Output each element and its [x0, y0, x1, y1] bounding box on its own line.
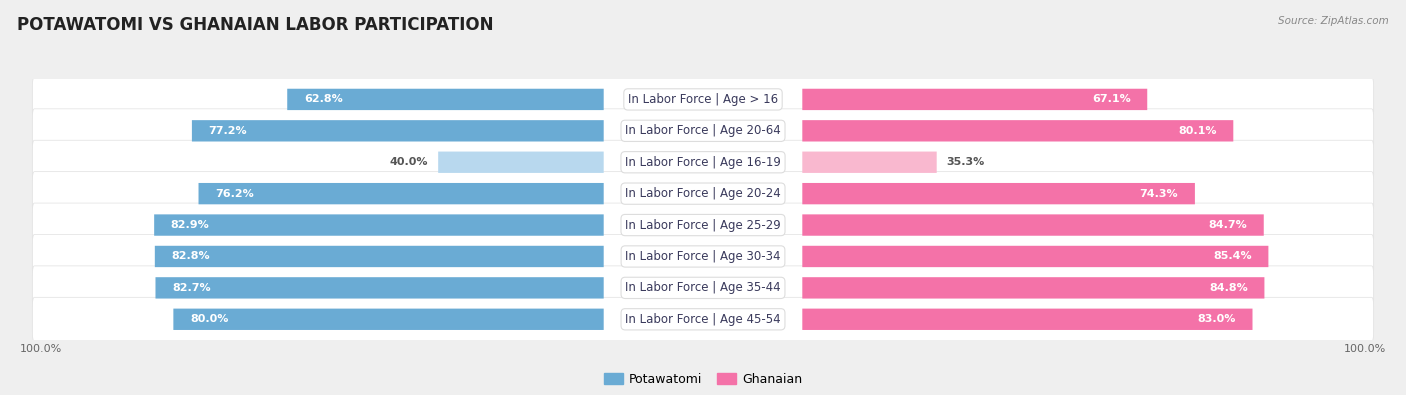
FancyBboxPatch shape [32, 109, 1374, 153]
Legend: Potawatomi, Ghanaian: Potawatomi, Ghanaian [599, 368, 807, 391]
FancyBboxPatch shape [803, 277, 1264, 299]
FancyBboxPatch shape [803, 89, 1147, 110]
Text: In Labor Force | Age 35-44: In Labor Force | Age 35-44 [626, 281, 780, 294]
FancyBboxPatch shape [198, 183, 603, 204]
FancyBboxPatch shape [156, 277, 603, 299]
Text: In Labor Force | Age 20-64: In Labor Force | Age 20-64 [626, 124, 780, 137]
FancyBboxPatch shape [32, 77, 1374, 121]
Text: 77.2%: 77.2% [208, 126, 247, 136]
FancyBboxPatch shape [803, 308, 1253, 330]
Text: 35.3%: 35.3% [946, 157, 984, 167]
FancyBboxPatch shape [803, 120, 1233, 141]
Text: In Labor Force | Age 45-54: In Labor Force | Age 45-54 [626, 313, 780, 326]
FancyBboxPatch shape [32, 297, 1374, 341]
FancyBboxPatch shape [803, 152, 936, 173]
Text: 40.0%: 40.0% [389, 157, 429, 167]
Text: 62.8%: 62.8% [304, 94, 343, 104]
Text: POTAWATOMI VS GHANAIAN LABOR PARTICIPATION: POTAWATOMI VS GHANAIAN LABOR PARTICIPATI… [17, 16, 494, 34]
FancyBboxPatch shape [191, 120, 603, 141]
Text: 82.8%: 82.8% [172, 252, 209, 261]
Text: In Labor Force | Age 20-24: In Labor Force | Age 20-24 [626, 187, 780, 200]
FancyBboxPatch shape [439, 152, 603, 173]
Text: 84.7%: 84.7% [1208, 220, 1247, 230]
FancyBboxPatch shape [287, 89, 603, 110]
Text: 74.3%: 74.3% [1140, 189, 1178, 199]
Text: 84.8%: 84.8% [1209, 283, 1249, 293]
Text: 82.7%: 82.7% [172, 283, 211, 293]
Text: In Labor Force | Age 16-19: In Labor Force | Age 16-19 [626, 156, 780, 169]
FancyBboxPatch shape [173, 308, 603, 330]
FancyBboxPatch shape [32, 172, 1374, 216]
Text: 80.1%: 80.1% [1178, 126, 1216, 136]
FancyBboxPatch shape [803, 183, 1195, 204]
FancyBboxPatch shape [32, 266, 1374, 310]
Text: In Labor Force | Age > 16: In Labor Force | Age > 16 [628, 93, 778, 106]
FancyBboxPatch shape [803, 214, 1264, 236]
Text: 67.1%: 67.1% [1092, 94, 1130, 104]
FancyBboxPatch shape [155, 246, 603, 267]
Text: 82.9%: 82.9% [170, 220, 209, 230]
Text: In Labor Force | Age 30-34: In Labor Force | Age 30-34 [626, 250, 780, 263]
FancyBboxPatch shape [155, 214, 603, 236]
FancyBboxPatch shape [32, 140, 1374, 184]
Text: In Labor Force | Age 25-29: In Labor Force | Age 25-29 [626, 218, 780, 231]
Text: 80.0%: 80.0% [190, 314, 228, 324]
Text: 76.2%: 76.2% [215, 189, 254, 199]
Text: Source: ZipAtlas.com: Source: ZipAtlas.com [1278, 16, 1389, 26]
FancyBboxPatch shape [803, 246, 1268, 267]
Text: 83.0%: 83.0% [1198, 314, 1236, 324]
FancyBboxPatch shape [32, 203, 1374, 247]
Text: 85.4%: 85.4% [1213, 252, 1251, 261]
FancyBboxPatch shape [32, 235, 1374, 278]
